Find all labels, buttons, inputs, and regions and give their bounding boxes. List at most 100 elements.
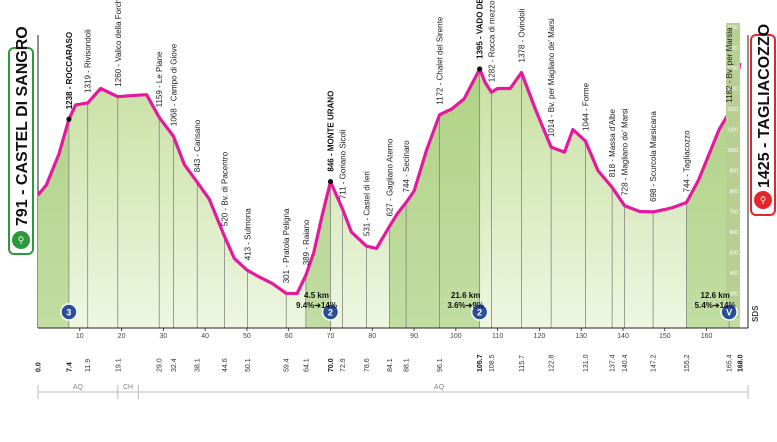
waypoint-guides [68,69,730,328]
x-tick-label-12: 130 [575,333,587,340]
km-mark-17: 105.7 [477,354,484,372]
climb-grade-2: 3.6%➜9% [447,301,484,310]
waypoint-label-15: 1172 - Chalet del Sirente [436,16,445,104]
x-tick-label-2: 30 [159,333,167,340]
waypoint-label-20: 1044 - Forme [581,82,590,131]
climb-length-2: 21.6 km [451,291,480,300]
climb-badge-1 [321,303,340,321]
svg-text:⚲: ⚲ [760,195,767,205]
x-tick-label-10: 110 [492,333,503,340]
waypoint-label-22: 728 - Magliano de' Marsi [621,108,630,196]
km-mark-19: 115.7 [519,355,526,372]
km-mark-15: 88.1 [404,358,411,372]
km-mark-12: 72.9 [340,358,347,372]
climb-badge-2 [470,303,489,321]
climb-marker-3: V 12.6 km5.4%➜14% [695,291,738,321]
waypoint-label-1: 1319 - Rivisondoli [84,29,93,93]
x-tick-label-7: 80 [368,333,376,340]
km-mark-2: 11.9 [85,359,92,372]
km-mark-13: 78.6 [364,358,371,372]
x-tick-label-11: 120 [534,333,546,340]
x-axis-ticks: 10 20 30 40 50 60 70 80 90 100 110 120 130 140 150 160 [76,328,713,340]
km-mark-4: 29.0 [157,358,164,372]
climb-grade-1: 9.4%➜14% [296,301,337,310]
km-mark-3: 19.1 [115,358,122,372]
x-tick-label-5: 60 [285,333,293,340]
waypoint-label-6: 520 - Bv. di Pacentro [220,151,229,226]
km-mark-26: 165.4 [727,354,734,372]
km-mark-16: 96.1 [437,358,444,372]
waypoint-label-21: 818 - Massa d'Albe [608,109,617,178]
waypoint-label-17: 1282 - Rocca di mezzo [487,0,496,82]
summit-dots [66,66,483,185]
climb-length-1: 4.5 km [304,291,329,300]
bicycle-start-icon [12,231,30,249]
region-row: AQ CH AQ [37,384,749,399]
waypoint-label-11: 711 - Goriano Sicoli [339,129,348,199]
km-mark-11: 70.0 [328,358,335,372]
km-mark-8: 50.1 [245,358,252,372]
start-badge: ⚲ 791 - CASTEL DI SANGRO [8,26,34,255]
climb-category-3: V [726,308,732,318]
x-tick-label-1: 20 [118,333,126,340]
waypoint-label-0: 1238 - ROCCARASO [65,32,74,109]
region-label-0: AQ [73,384,84,391]
climb-category-2: 2 [477,308,482,318]
climb-badge-0 [60,303,78,321]
climb-marker-1: 2 4.5 km9.4%➜14% [296,291,340,321]
y-tick-label-12: 400 [730,271,739,277]
climb-marker-0: 3 [60,303,78,321]
km-mark-14: 84.1 [387,358,394,372]
km-mark-21: 131.0 [583,354,590,372]
svg-text:⚲: ⚲ [18,235,25,245]
x-tick-label-8: 90 [410,333,418,340]
waypoint-label-4: 1068 - Campo di Giove [169,43,178,126]
region-label-2: AQ [434,384,445,391]
km-mark-23: 140.4 [622,354,629,372]
sds-label: SDS [751,305,760,322]
km-mark-10: 64.1 [303,358,310,372]
x-tick-label-14: 150 [659,333,671,340]
y-tick-label-5: 1100 [727,128,738,134]
waypoint-label-16: 1395 - VADO DELLA FORCELLA [476,0,485,59]
x-tick-label-13: 140 [617,333,629,340]
km-mark-22: 137.4 [610,354,617,372]
y-tick-label-10: 600 [730,230,739,236]
summit-dot-0 [66,116,72,122]
finish-label: 1425 - TAGLIACOZZO [756,24,773,188]
waypoint-label-14: 744 - Secinaro [402,140,411,193]
x-tick-label-9: 100 [450,333,462,340]
climb-grade-3: 5.4%➜14% [695,301,736,310]
x-tick-label-3: 40 [201,333,209,340]
y-tick-label-1: 1500 [727,46,738,52]
km-marks: 0.0 7.4 11.9 19.1 29.0 32.4 38.1 44.6 50.1 59.4 64… [36,354,745,372]
km-mark-25: 155.2 [684,354,691,372]
x-tick-label-15: 160 [701,333,713,340]
profile-area [38,62,740,329]
km-mark-9: 59.4 [284,358,291,372]
climb-badge-3 [720,303,738,321]
km-mark-27: 168.0 [738,354,745,372]
waypoint-label-2: 1260 - Valico della Forchetta [114,0,123,87]
waypoint-label-23: 698 - Scurcola Marsicana [649,111,658,202]
km-mark-7: 44.6 [222,358,229,372]
waypoint-labels: 1238 - ROCCARASO 1319 - Rivisondoli 1260 -… [65,0,734,283]
km-mark-18: 108.5 [489,354,496,372]
km-mark-6: 38.1 [195,358,202,372]
bicycle-finish-icon [754,191,772,209]
summit-dot-10 [327,178,334,185]
y-tick-label-0: 1600 [727,25,738,31]
waypoint-label-8: 301 - Pratola Peligna [282,208,291,283]
x-tick-label-6: 70 [327,333,335,340]
y-tick-label-11: 500 [730,251,739,257]
waypoint-label-12: 531 - Castel di Ieri [362,171,371,236]
y-tick-label-4: 1200 [727,107,738,113]
km-mark-1: 7.4 [66,362,73,372]
climb-marker-2: 2 21.6 km3.6%➜9% [447,291,489,321]
y-tick-label-8: 800 [730,189,739,195]
region-label-1: CH [123,384,133,391]
waypoint-label-13: 627 - Gagliano Aterno [385,138,394,216]
waypoint-label-3: 1159 - Le Piane [155,51,164,107]
